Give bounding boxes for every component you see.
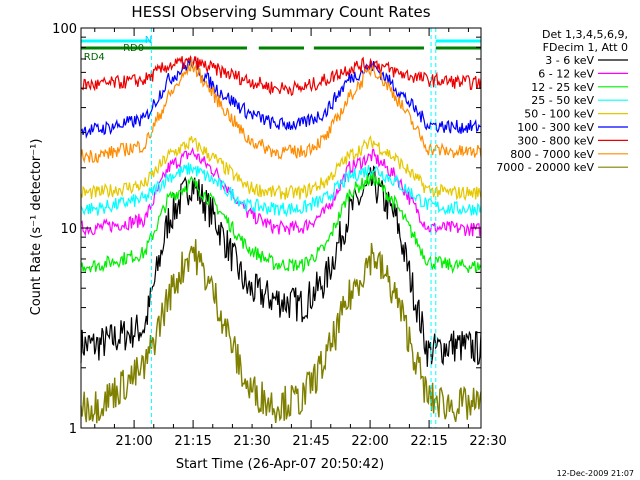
x-tick-label: 22:15 — [410, 434, 447, 449]
footer-date: 12-Dec-2009 21:07 — [557, 469, 634, 478]
annotation-label: RD0 — [123, 43, 144, 54]
y-axis: 1 10 100 — [52, 22, 481, 437]
x-tick-label: 22:00 — [351, 434, 388, 449]
series-line — [80, 162, 482, 218]
legend-entry-label: 6 - 12 keV — [538, 67, 594, 80]
y-axis-label: Count Rate (s⁻¹ detector⁻¹) — [29, 139, 44, 316]
x-tick-label: 21:00 — [115, 434, 152, 449]
annotation-label: RD4 — [84, 52, 105, 63]
legend-entry-label: 12 - 25 keV — [531, 81, 594, 94]
legend-entry-label: 3 - 6 keV — [545, 54, 594, 67]
legend-entry-label: 50 - 100 keV — [524, 108, 594, 121]
y-tick-label: 100 — [52, 22, 77, 37]
series-line — [80, 135, 482, 202]
x-tick-label: 22:30 — [469, 434, 506, 449]
x-tick-label: 21:15 — [174, 434, 211, 449]
series-line — [80, 165, 482, 367]
series-line — [80, 170, 482, 275]
series-line — [80, 239, 482, 424]
legend-entry-label: 7000 - 20000 keV — [496, 161, 594, 174]
legend: Det 1,3,4,5,6,9, FDecim 1, Att 0 3 - 6 k… — [496, 28, 628, 174]
annotation-label: N — [145, 35, 152, 46]
x-tick-label: 21:30 — [233, 434, 270, 449]
legend-header-2: FDecim 1, Att 0 — [543, 41, 628, 54]
legend-entry-label: 100 - 300 keV — [517, 121, 594, 134]
series-line — [80, 54, 482, 97]
legend-entry-label: 25 - 50 keV — [531, 94, 594, 107]
chart-title: HESSI Observing Summary Count Rates — [131, 3, 430, 21]
x-tick-label: 21:45 — [292, 434, 329, 449]
x-axis-label: Start Time (26-Apr-07 20:50:42) — [176, 457, 384, 472]
series-line — [80, 58, 482, 164]
legend-entry-label: 800 - 7000 keV — [510, 148, 594, 161]
legend-entry-label: 300 - 800 keV — [517, 134, 594, 147]
legend-header-1: Det 1,3,4,5,6,9, — [542, 28, 628, 41]
y-tick-label: 1 — [69, 422, 77, 437]
x-axis: 21:00 21:15 21:30 21:45 22:00 22:15 22:30 — [94, 28, 507, 449]
y-tick-label: 10 — [60, 222, 77, 237]
series-line — [80, 147, 482, 237]
series-line — [80, 56, 482, 139]
